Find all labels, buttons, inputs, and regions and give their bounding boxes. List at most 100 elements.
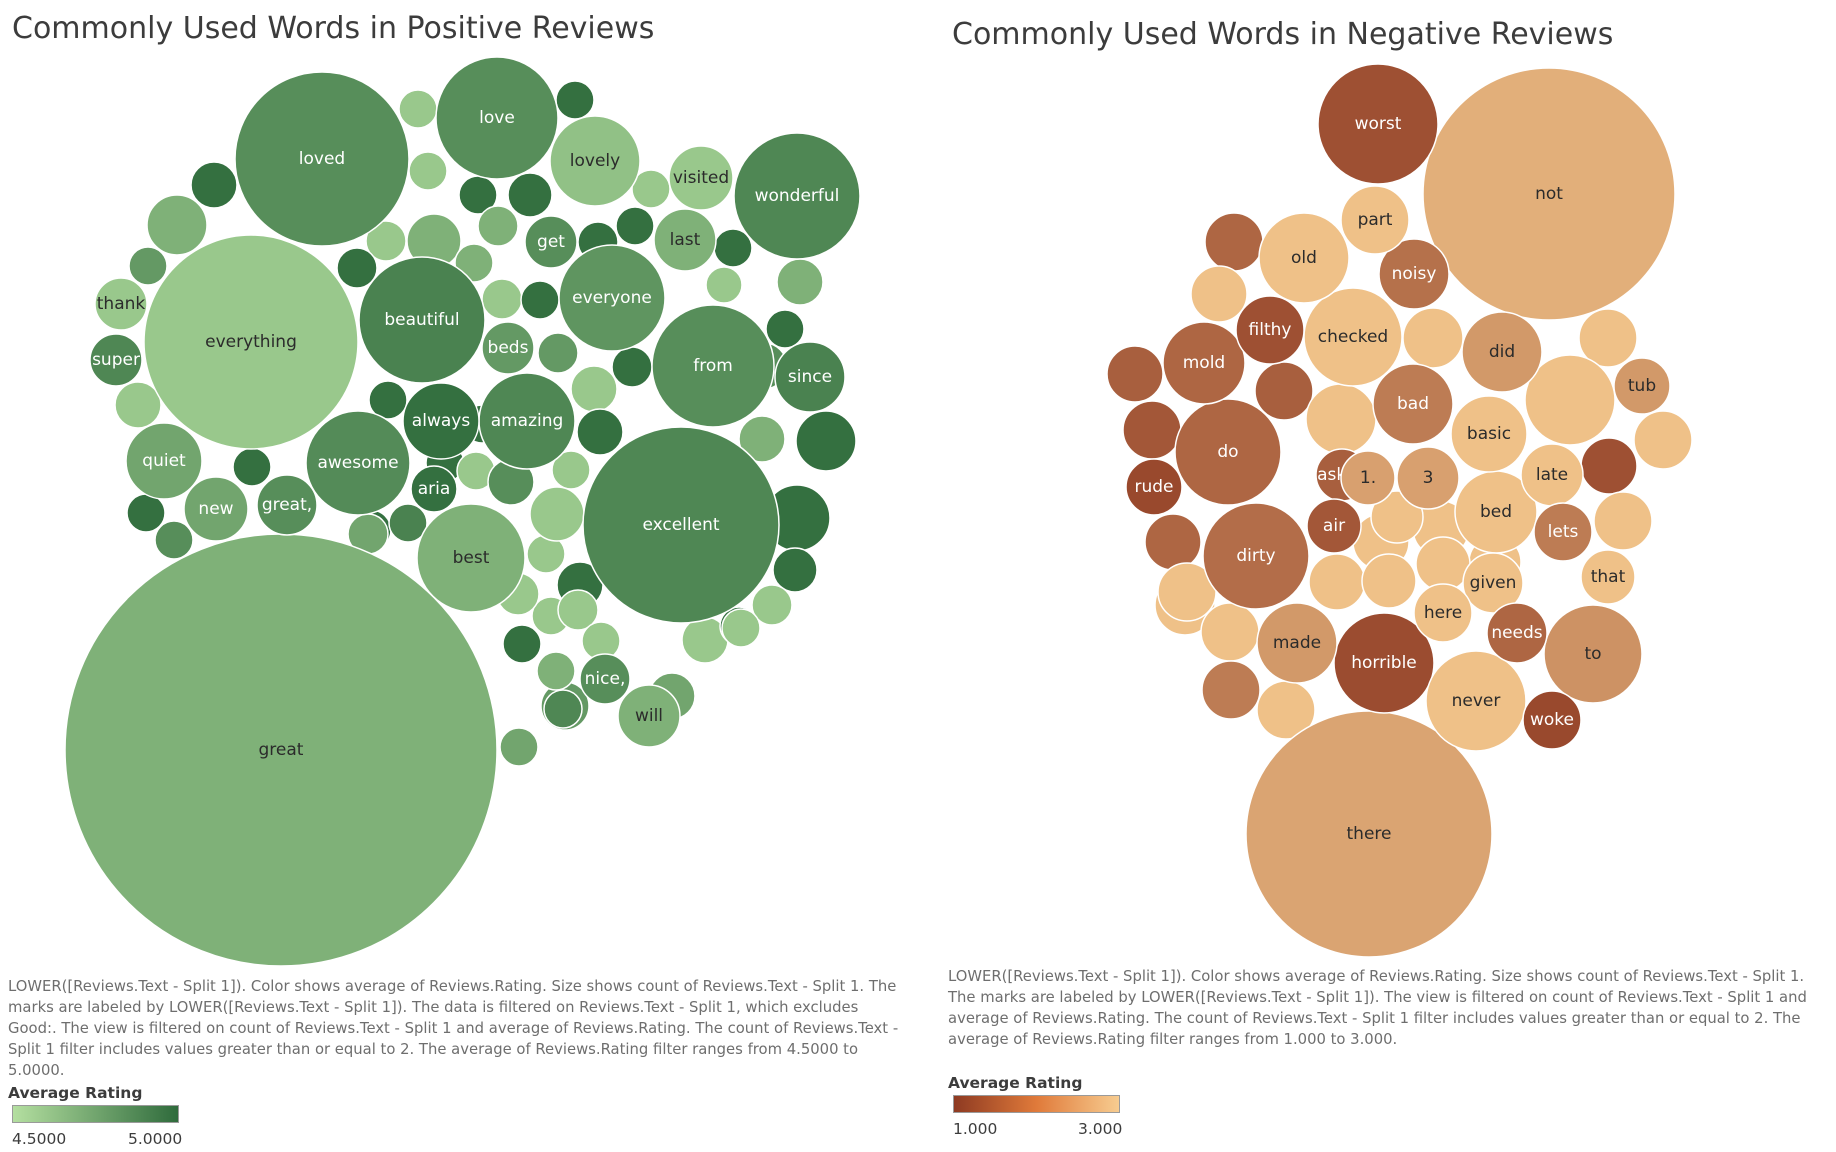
word-bubble[interactable] [1486,602,1548,664]
word-bubble[interactable] [1305,383,1377,455]
word-bubble[interactable] [1201,660,1261,720]
word-bubble[interactable] [1125,458,1183,516]
word-bubble[interactable] [582,426,780,624]
word-bubble[interactable] [368,380,408,420]
word-bubble[interactable] [651,304,775,428]
word-bubble[interactable] [358,256,486,384]
word-bubble[interactable] [1543,604,1643,704]
word-bubble[interactable] [1190,265,1248,323]
word-bubble[interactable] [555,80,595,120]
word-bubble[interactable] [499,727,539,767]
word-bubble[interactable] [410,465,458,513]
word-bubble[interactable] [481,278,523,320]
word-bubble[interactable] [537,332,579,374]
word-bubble[interactable] [305,410,411,516]
word-bubble[interactable] [365,220,407,262]
word-bubble[interactable] [94,277,148,331]
word-bubble[interactable] [579,653,631,705]
word-bubble[interactable] [1402,307,1464,369]
word-bubble[interactable] [1162,321,1246,405]
word-bubble[interactable] [776,258,824,306]
word-bubble[interactable] [435,56,559,180]
word-bubble[interactable] [1340,450,1396,506]
word-bubble[interactable] [772,547,818,593]
word-bubble[interactable] [1462,552,1524,614]
word-bubble[interactable] [1200,602,1260,662]
word-bubble[interactable] [336,247,378,289]
word-bubble[interactable] [125,422,203,500]
word-bubble[interactable] [126,493,166,533]
word-bubble[interactable] [128,246,168,286]
word-bubble[interactable] [774,341,846,413]
word-bubble[interactable] [713,228,753,268]
word-bubble[interactable] [1461,311,1543,393]
word-bubble[interactable] [146,194,208,256]
word-bubble[interactable] [232,447,272,487]
word-bubble[interactable] [1415,536,1471,592]
word-bubble[interactable] [653,208,717,272]
word-bubble[interactable] [751,584,793,626]
word-bubble[interactable] [1306,498,1362,554]
word-bubble[interactable] [1202,502,1310,610]
word-bubble[interactable] [416,503,526,613]
word-bubble[interactable] [721,608,761,648]
word-bubble[interactable] [520,280,560,320]
word-bubble[interactable] [1122,400,1182,460]
word-bubble[interactable] [1533,502,1593,562]
word-bubble[interactable] [507,172,553,218]
word-bubble[interactable] [617,684,681,748]
word-bubble[interactable] [1333,612,1435,714]
word-bubble[interactable] [1372,363,1454,445]
word-bubble[interactable] [1361,553,1417,609]
word-bubble[interactable] [1425,650,1527,752]
word-bubble[interactable] [408,151,448,191]
word-bubble[interactable] [551,450,591,490]
word-bubble[interactable] [1340,185,1410,255]
word-bubble[interactable] [1522,690,1582,750]
word-bubble[interactable] [143,234,359,450]
word-bubble[interactable] [234,71,410,247]
word-bubble[interactable] [668,145,734,211]
word-bubble[interactable] [570,365,618,413]
word-bubble[interactable] [190,161,238,209]
word-bubble[interactable] [1578,308,1638,368]
word-bubble[interactable] [1254,361,1314,421]
word-bubble[interactable] [543,689,583,729]
word-bubble[interactable] [1308,553,1366,611]
word-bubble[interactable] [1633,410,1693,470]
word-bubble[interactable] [705,266,743,304]
word-bubble[interactable] [549,115,641,207]
word-bubble[interactable] [529,486,585,542]
word-bubble[interactable] [154,520,194,560]
word-bubble[interactable] [1524,354,1616,446]
word-bubble[interactable] [795,410,857,472]
word-bubble[interactable] [738,415,786,463]
word-bubble[interactable] [1413,583,1473,643]
word-bubble[interactable] [1144,513,1202,571]
word-bubble[interactable] [481,321,535,375]
word-bubble[interactable] [536,651,576,691]
word-bubble[interactable] [524,215,578,269]
word-bubble[interactable] [398,89,438,129]
word-bubble[interactable] [1580,549,1636,605]
word-bubble[interactable] [733,132,861,260]
word-bubble[interactable] [1204,212,1264,272]
word-bubble[interactable] [557,589,599,631]
word-bubble[interactable] [114,381,162,429]
word-bubble[interactable] [256,474,318,536]
word-bubble[interactable] [1593,491,1653,551]
word-bubble[interactable] [1258,212,1350,304]
word-bubble[interactable] [576,408,624,456]
word-bubble[interactable] [477,205,519,247]
word-bubble[interactable] [1450,395,1528,473]
word-bubble[interactable] [631,169,671,209]
word-bubble[interactable] [1256,602,1338,684]
word-bubble[interactable] [1157,562,1217,622]
word-bubble[interactable] [1422,67,1676,321]
word-bubble[interactable] [502,624,542,664]
word-bubble[interactable] [611,346,653,388]
word-bubble[interactable] [1580,437,1638,495]
word-bubble[interactable] [1235,295,1305,365]
word-bubble[interactable] [1396,446,1460,510]
word-bubble[interactable] [1378,238,1450,310]
